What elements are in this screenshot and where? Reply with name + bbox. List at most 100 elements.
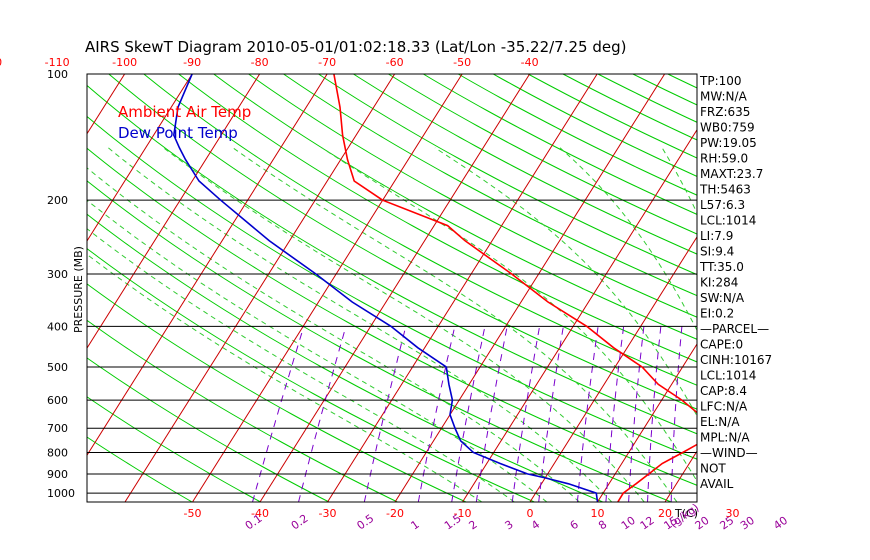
bottom-temp-tick-label: -50 — [184, 507, 202, 520]
mixing-ratio-line — [647, 326, 662, 502]
index-label: PW:19.05 — [700, 136, 757, 150]
bottom-temp-tick-label: 30 — [726, 507, 740, 520]
mixing-ratio-line — [511, 326, 541, 502]
mixing-ratio-tick-label: 8 — [596, 518, 609, 533]
index-label: —WIND— — [700, 446, 758, 460]
isotherm-line — [327, 74, 598, 502]
dry-adiabat-line — [318, 74, 697, 276]
dry-adiabat-line — [773, 74, 870, 502]
index-label: AVAIL — [700, 477, 734, 491]
pressure-tick-label: 900 — [47, 468, 68, 481]
index-label: KI:284 — [700, 276, 738, 290]
dry-adiabat-line — [87, 147, 697, 486]
isotherm-line — [192, 74, 463, 502]
dry-adiabat-line — [87, 396, 261, 502]
index-label: CAPE:0 — [700, 338, 743, 352]
top-temp-tick-label: -70 — [318, 56, 336, 69]
pressure-tick-label: 200 — [47, 194, 68, 207]
dry-adiabat-line — [108, 74, 697, 410]
mixing-ratio-tick-label: 0.2 — [289, 512, 311, 533]
isotherm-line — [87, 74, 126, 135]
bottom-temp-tick-label: -20 — [386, 507, 404, 520]
mixing-ratio-tick-label: 0.5 — [355, 512, 377, 533]
dry-adiabat-line — [423, 74, 697, 215]
index-label: EL:N/A — [700, 415, 740, 429]
mixing-ratio-tick-label: 2 — [467, 518, 480, 533]
dry-adiabat-line — [492, 74, 697, 177]
moist-adiabat-line — [87, 167, 580, 502]
mixing-ratio-line — [628, 326, 645, 502]
top-temp-tick-label: -80 — [251, 56, 269, 69]
dry-adiabat-line — [87, 84, 697, 435]
isotherm-line — [462, 128, 697, 502]
plot-frame — [86, 73, 698, 503]
top-temp-tick-label: -90 — [183, 56, 201, 69]
mixing-ratio-line — [670, 326, 683, 502]
mixing-ratio-tick-label: 4 — [529, 518, 542, 533]
mixing-ratio-line — [475, 326, 508, 502]
index-label: CAP:8.4 — [700, 384, 747, 398]
dry-adiabat-line — [143, 74, 697, 386]
top-temp-tick-label: -120 — [0, 56, 2, 69]
top-temp-tick-label: -60 — [386, 56, 404, 69]
bottom-temp-tick-label: 10 — [591, 507, 605, 520]
mixing-ratio-tick-label: 10 — [619, 514, 638, 533]
index-label: L57:6.3 — [700, 198, 745, 212]
isotherm-line — [87, 74, 261, 349]
mixing-ratio-tick-label: 40 — [771, 514, 790, 533]
y-axis-label: PRESSURE (MB) — [72, 246, 85, 333]
mixing-ratio-line — [576, 326, 599, 502]
isotherm-line — [0, 74, 57, 502]
index-label: WB0:759 — [700, 121, 755, 135]
mixing-ratio-tick-label: 12 — [638, 514, 657, 533]
top-temp-tick-label: -100 — [112, 56, 137, 69]
bottom-temp-tick-label: -30 — [319, 507, 337, 520]
mixing-ratio-line — [298, 326, 347, 502]
index-label: MPL:N/A — [700, 431, 750, 445]
dry-adiabat-line — [353, 74, 697, 255]
pressure-tick-label: 1000 — [47, 487, 75, 500]
pressure-tick-label: 700 — [47, 422, 68, 435]
dry-adiabat-line — [87, 357, 330, 502]
mixing-ratio-line — [451, 326, 486, 502]
mixing-ratio-line — [538, 326, 564, 502]
top-temp-tick-label: -110 — [45, 56, 70, 69]
pressure-tick-label: 800 — [47, 447, 68, 460]
isotherm-line — [87, 74, 193, 242]
pressure-tick-label: 300 — [47, 268, 68, 281]
mixing-ratio-tick-label: 30 — [738, 514, 757, 533]
index-label: LFC:N/A — [700, 400, 748, 414]
pressure-tick-label: 100 — [47, 68, 68, 81]
isotherm-line — [259, 74, 531, 502]
bottom-temp-tick-label: 0 — [527, 507, 534, 520]
dry-adiabat-line — [388, 74, 697, 235]
legend-dew-point-temp: Dew Point Temp — [118, 124, 238, 142]
chart-title: AIRS SkewT Diagram 2010-05-01/01:02:18.3… — [85, 38, 626, 56]
index-label: RH:59.0 — [700, 152, 748, 166]
bottom-temp-tick-label: 20 — [658, 507, 672, 520]
index-label: TP:100 — [699, 74, 742, 88]
dry-adiabat-line — [283, 74, 697, 297]
legend-ambient-air-temp: Ambient Air Temp — [118, 103, 251, 121]
mixing-ratio-line — [363, 326, 407, 502]
isotherm-line — [87, 74, 328, 457]
pressure-tick-label: 600 — [47, 394, 68, 407]
bottom-temp-tick-label: -40 — [251, 507, 269, 520]
top-temp-tick-label: -50 — [453, 56, 471, 69]
isotherm-line — [800, 74, 870, 502]
dry-adiabat-line — [178, 74, 697, 363]
isotherm-line — [664, 450, 697, 502]
moist-adiabat-line — [107, 147, 613, 502]
mixing-ratio-line — [417, 326, 456, 502]
dew-point-temp-line — [172, 74, 599, 502]
isotherm-line — [529, 235, 697, 502]
index-label: MW:N/A — [700, 90, 748, 104]
index-label: LCL:1014 — [700, 214, 756, 228]
x-axis-label: T(C) — [674, 507, 698, 520]
index-label: —PARCEL— — [700, 322, 769, 336]
mixing-ratio-line — [778, 326, 781, 502]
pressure-tick-label: 400 — [47, 320, 68, 333]
index-label: EI:0.2 — [700, 307, 734, 321]
index-label: FRZ:635 — [700, 105, 750, 119]
bottom-temp-tick-label: -10 — [454, 507, 472, 520]
